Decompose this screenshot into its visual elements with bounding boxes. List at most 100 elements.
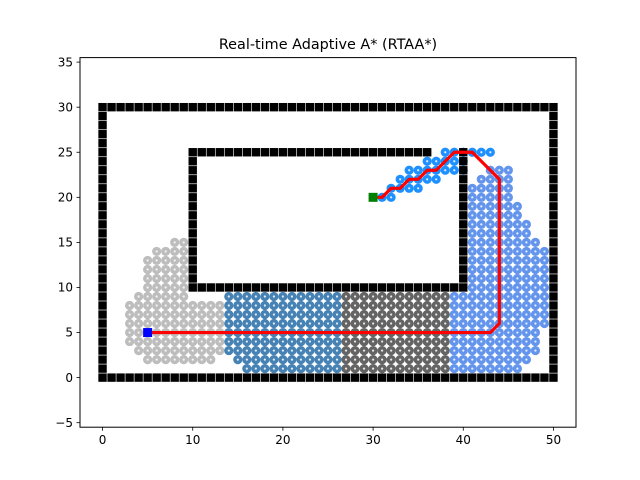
obstacle-point [188,157,197,166]
obstacle-point [450,283,459,292]
explored-point-dot [408,295,411,298]
obstacle-point [459,373,468,382]
explored-point-dot [543,313,546,316]
explored-point-dot [399,322,402,325]
explored-point-dot [191,358,194,361]
obstacle-point [549,220,558,229]
obstacle-point [332,148,342,157]
explored-point-dot [453,349,456,352]
explored-point-dot [489,268,492,271]
explored-point-dot [173,286,176,289]
explored-point-dot [245,322,248,325]
obstacle-point [314,283,324,292]
obstacle-point [305,283,315,292]
obstacle-point [98,337,107,346]
explored-point-dot [507,286,510,289]
obstacle-point [98,364,107,373]
obstacle-point [188,211,197,220]
explored-point-dot [263,313,266,316]
obstacle-point [314,373,324,382]
explored-point-dot [516,223,519,226]
explored-point-dot [471,196,474,199]
explored-point-dot [344,313,348,316]
explored-point-dot [344,322,348,325]
explored-point-dot [507,295,510,298]
explored-point-dot [308,367,312,370]
explored-point-dot [471,268,474,271]
explored-point-dot [399,295,402,298]
explored-point-dot [435,304,438,307]
obstacle-point [549,238,558,247]
x-tick-label: 50 [546,433,561,447]
explored-point-dot [444,151,447,154]
explored-point-dot [254,304,257,307]
obstacle-point [359,373,369,382]
obstacle-point [495,373,504,382]
explored-point-dot [507,214,510,217]
obstacle-point [395,102,405,112]
explored-point-dot [471,304,474,307]
explored-point-dot [453,340,456,343]
explored-point-dot [209,304,212,307]
explored-point-dot [263,367,266,370]
explored-point-dot [489,187,492,190]
explored-point-dot [164,340,167,343]
obstacle-point [522,373,531,382]
explored-point-dot [254,349,257,352]
obstacle-point [341,148,351,157]
obstacle-point [459,229,468,238]
explored-point-dot [489,259,492,262]
obstacle-point [98,292,107,301]
obstacle-point [459,184,468,193]
explored-point-dot [299,340,303,343]
obstacle-point [233,373,243,382]
explored-point-dot [362,358,366,361]
obstacle-point [549,166,558,175]
obstacle-point [459,283,468,292]
explored-point-dot [381,313,384,316]
obstacle-point [206,148,215,157]
explored-point-dot [471,340,474,343]
obstacle-point [152,102,161,112]
explored-point-dot [371,322,375,325]
explored-point-dot [182,250,185,253]
explored-point-dot [390,358,393,361]
explored-point-dot [426,160,429,163]
obstacle-point [296,373,306,382]
explored-point-dot [435,313,438,316]
explored-point-dot [182,349,185,352]
chart-title: Real-time Adaptive A* (RTAA*) [219,37,437,53]
explored-point-dot [525,340,528,343]
obstacle-point [98,111,107,121]
explored-point-dot [507,367,510,370]
explored-point-dot [444,304,447,307]
explored-point-dot [453,304,456,307]
explored-point-dot [308,358,312,361]
explored-point-dot [426,178,429,181]
explored-point-dot [525,250,528,253]
explored-point-dot [489,214,492,217]
obstacle-point [206,373,215,382]
explored-point-dot [155,268,158,271]
explored-point-dot [209,313,212,316]
obstacle-point [269,148,279,157]
explored-point-dot [516,277,519,280]
obstacle-point [549,184,558,193]
obstacle-point [459,166,468,175]
obstacle-point [323,283,333,292]
obstacle-point [215,373,224,382]
explored-point-dot [399,358,402,361]
explored-point-dot [399,367,402,370]
explored-point-dot [489,286,492,289]
obstacle-point [188,202,197,211]
explored-region-steelblue [224,291,342,374]
explored-point-dot [164,286,167,289]
explored-point-dot [489,250,492,253]
explored-point-dot [200,349,203,352]
explored-point-dot [399,349,402,352]
explored-point-dot [146,349,149,352]
explored-point-dot [281,304,285,307]
explored-point-dot [353,304,357,307]
explored-point-dot [516,286,519,289]
explored-point-dot [236,304,239,307]
